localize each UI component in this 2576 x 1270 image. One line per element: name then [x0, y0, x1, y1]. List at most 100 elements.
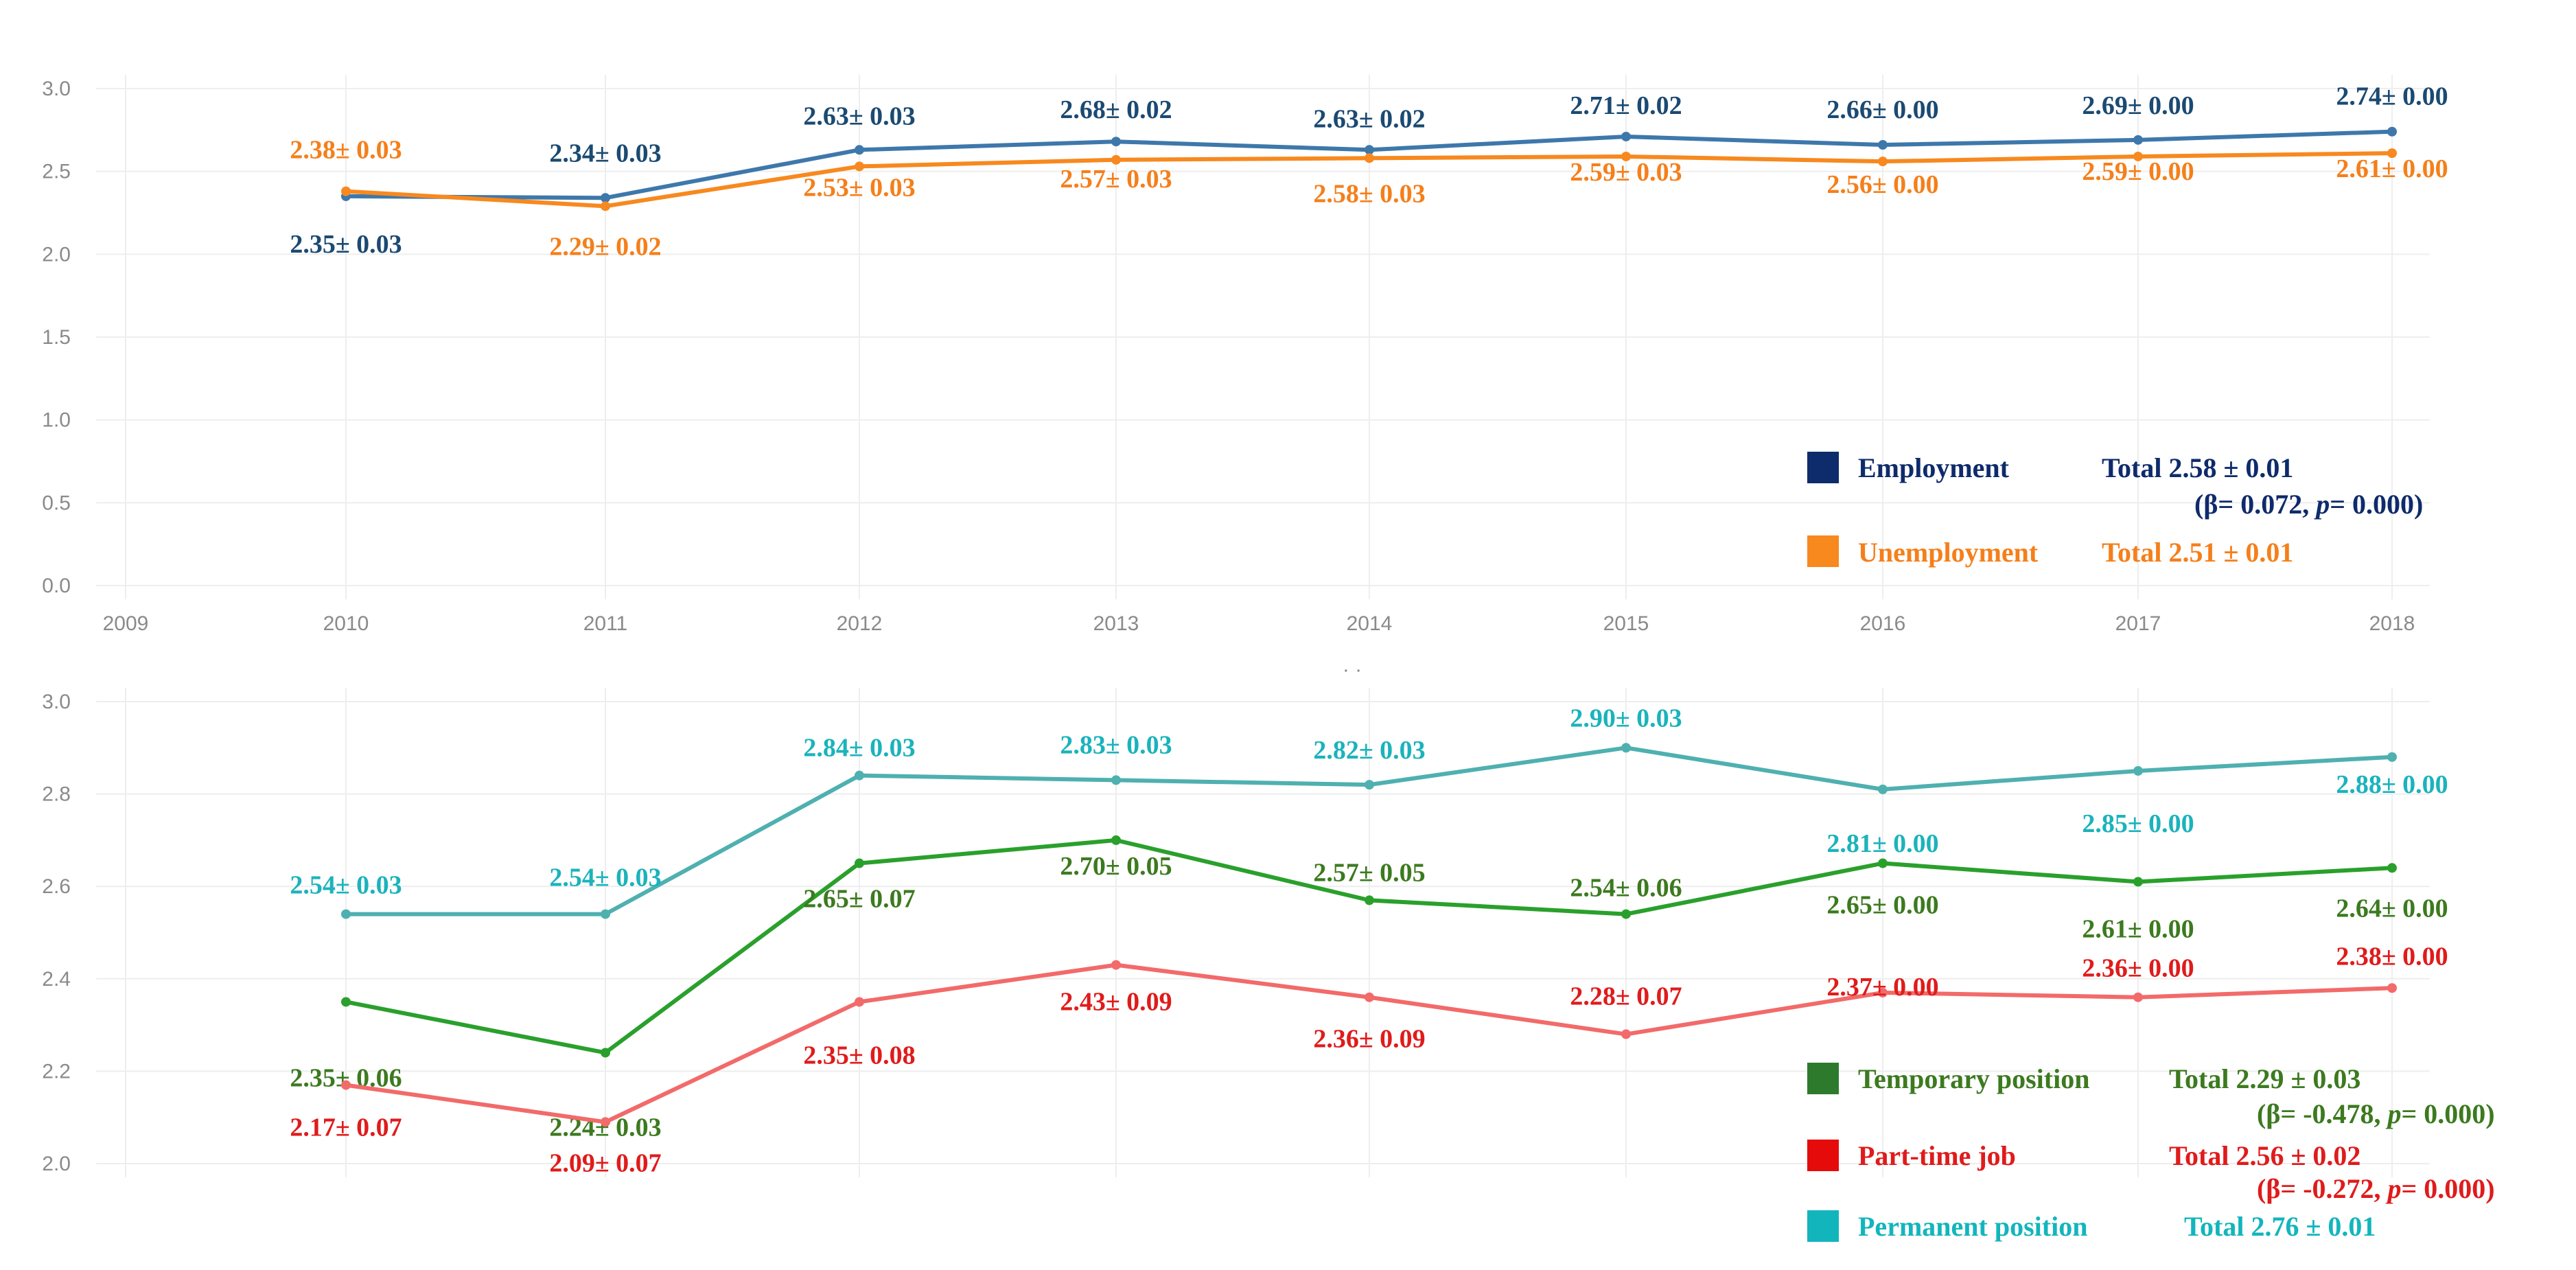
data-point	[2387, 863, 2397, 873]
data-point	[1621, 909, 1631, 919]
legend-label: Temporary position	[1858, 1063, 2089, 1094]
data-point	[341, 909, 351, 919]
legend-stats-p: p	[2314, 489, 2330, 520]
y-tick-label: 3.0	[42, 78, 71, 100]
data-point	[1621, 743, 1631, 753]
legend-swatch	[1807, 1210, 1839, 1242]
data-label: 2.38± 0.03	[290, 136, 402, 165]
data-label: 2.74± 0.00	[2336, 82, 2448, 111]
data-point	[341, 1080, 351, 1090]
data-label: 2.56± 0.00	[1826, 170, 1938, 199]
x-tick-label: 2011	[583, 612, 628, 635]
data-point	[601, 193, 610, 203]
data-point	[1621, 151, 1631, 161]
data-point	[1365, 145, 1374, 155]
x-tick-label: 2013	[1093, 612, 1139, 635]
data-point	[1878, 140, 1888, 150]
legend-stats-value: = 0.000)	[2402, 1098, 2495, 1129]
data-label: 2.58± 0.03	[1313, 179, 1425, 208]
data-point	[1878, 858, 1888, 868]
data-label: 2.71± 0.02	[1570, 91, 1682, 120]
data-label: 2.54± 0.03	[290, 871, 402, 900]
y-tick-label: 2.5	[42, 161, 71, 183]
data-label: 2.61± 0.00	[2082, 914, 2194, 943]
legend: Temporary position Total 2.29 ± 0.03 (β= -…	[1807, 1063, 2495, 1242]
y-tick-label: 2.6	[42, 875, 71, 898]
legend-label: Unemployment	[1858, 537, 2039, 568]
data-point	[1365, 895, 1374, 905]
data-label: 2.65± 0.00	[1826, 891, 1938, 920]
data-label: 2.63± 0.02	[1313, 104, 1425, 133]
data-point	[2387, 752, 2397, 762]
data-point	[2133, 151, 2143, 161]
data-point	[1621, 1029, 1631, 1039]
data-label: 2.17± 0.07	[290, 1113, 402, 1142]
data-label: 2.43± 0.09	[1060, 988, 1172, 1017]
data-point	[855, 770, 864, 781]
legend-stats-p: p	[2386, 1098, 2402, 1129]
y-tick-label: 2.4	[42, 968, 71, 991]
data-label: 2.70± 0.05	[1060, 852, 1172, 881]
data-label: 2.54± 0.06	[1570, 874, 1682, 903]
data-label: 2.35± 0.03	[290, 230, 402, 259]
data-point	[855, 145, 864, 155]
data-label: 2.90± 0.03	[1570, 704, 1682, 732]
y-tick-label: 1.5	[42, 326, 71, 349]
y-tick-label: 3.0	[42, 691, 71, 713]
legend-total: Total 2.51 ± 0.01	[2102, 537, 2293, 568]
legend-total: Total 2.56 ± 0.02	[2169, 1140, 2360, 1171]
legend-label: Permanent position	[1858, 1211, 2087, 1242]
data-label: 2.35± 0.08	[803, 1041, 915, 1070]
y-tick-label: 1.0	[42, 409, 71, 432]
data-label: 2.61± 0.00	[2336, 154, 2448, 183]
axis-artifact: · ·	[1343, 658, 1362, 681]
data-label: 2.84± 0.03	[803, 734, 915, 763]
legend-stats-value: = 0.000)	[2330, 489, 2423, 520]
data-point	[1111, 154, 1121, 165]
data-point	[1111, 137, 1121, 147]
data-point	[2133, 992, 2143, 1002]
data-point	[601, 1048, 610, 1058]
y-tick-label: 2.2	[42, 1060, 71, 1083]
legend-stats: (β= -0.272, p= 0.000)	[2257, 1173, 2495, 1204]
data-label: 2.57± 0.03	[1060, 165, 1172, 194]
data-point	[2133, 877, 2143, 887]
data-point	[1111, 960, 1121, 970]
data-point	[1365, 780, 1374, 790]
legend-stats-p: p	[2386, 1173, 2402, 1204]
legend-swatch	[1807, 452, 1839, 483]
data-point	[1878, 987, 1888, 997]
data-label: 2.09± 0.07	[549, 1148, 661, 1177]
x-tick-label: 2018	[2369, 612, 2415, 635]
data-label: 2.37± 0.00	[1826, 973, 1938, 1002]
data-label: 2.29± 0.02	[549, 232, 661, 261]
legend: Employment Total 2.58 ± 0.01 (β= 0.072, p=…	[1807, 452, 2423, 568]
x-tick-label: 2009	[103, 612, 149, 635]
data-point	[2387, 126, 2397, 137]
data-label: 2.65± 0.07	[803, 885, 915, 914]
legend-label: Part-time job	[1858, 1140, 2016, 1171]
x-tick-label: 2012	[837, 612, 883, 635]
data-label: 2.54± 0.03	[549, 864, 661, 892]
data-point	[2387, 148, 2397, 159]
data-label: 2.82± 0.03	[1313, 736, 1425, 765]
chart-2: 2.0 2.2 2.4 2.6 2.8 3.0 2.54± 0.03 2.54± 0.03 2.…	[42, 688, 2495, 1242]
x-tick-label: 2017	[2115, 612, 2161, 635]
y-tick-label: 2.0	[42, 1153, 71, 1175]
legend-stats-value: = 0.000)	[2402, 1173, 2495, 1204]
legend-total: Total 2.29 ± 0.03	[2169, 1063, 2360, 1094]
x-tick-label: 2014	[1347, 612, 1393, 635]
data-label: 2.34± 0.03	[549, 139, 661, 168]
legend-swatch	[1807, 1140, 1839, 1171]
data-point	[855, 858, 864, 868]
data-label: 2.81± 0.00	[1826, 829, 1938, 858]
data-point	[855, 997, 864, 1007]
y-tick-label: 0.0	[42, 575, 71, 597]
data-label: 2.64± 0.00	[2336, 894, 2448, 923]
legend-swatch	[1807, 1063, 1839, 1094]
data-point	[601, 201, 610, 211]
data-point	[341, 186, 351, 196]
x-tick-label: 2015	[1603, 612, 1649, 635]
data-label: 2.53± 0.03	[803, 173, 915, 202]
